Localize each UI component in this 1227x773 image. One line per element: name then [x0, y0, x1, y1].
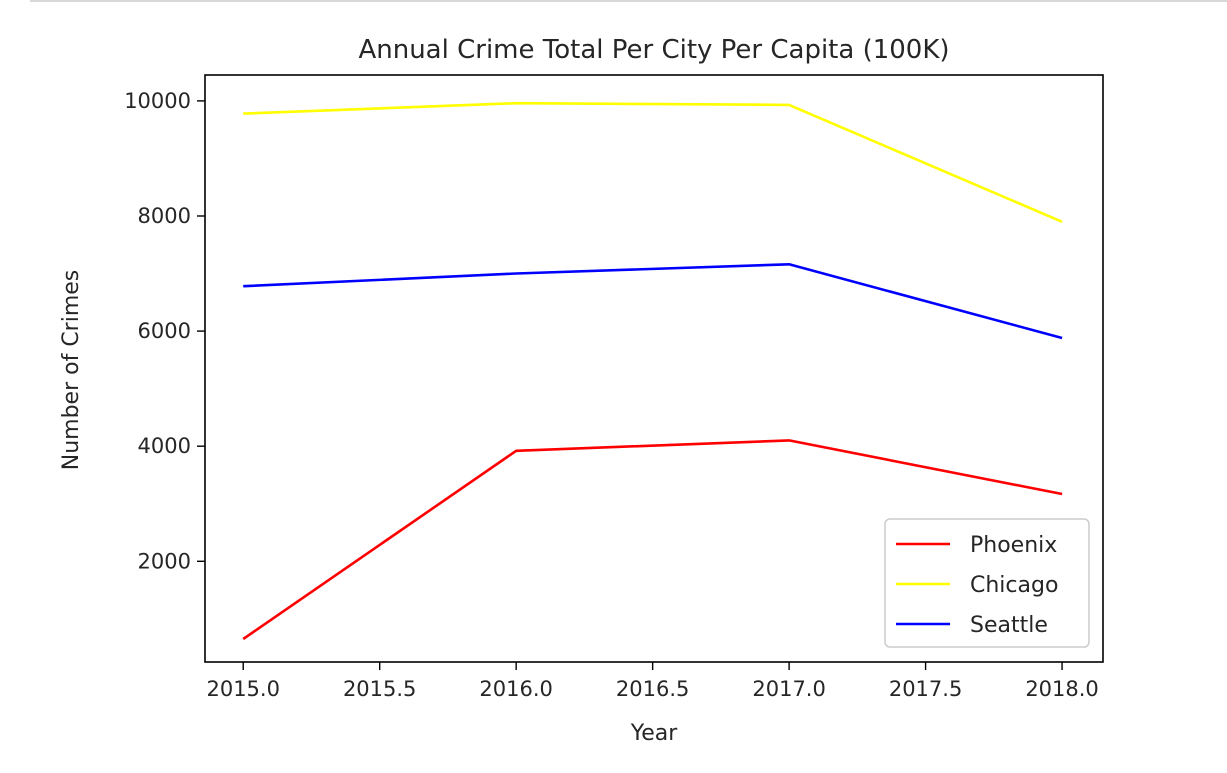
plot-frame	[204, 74, 1104, 663]
legend-label-phoenix: Phoenix	[970, 533, 1057, 558]
y-axis-ticks: 2000 4000 6000 8000 10000	[124, 89, 205, 573]
series-line-chicago	[243, 101, 1063, 223]
y-tick-label: 2000	[138, 549, 191, 573]
legend-box	[884, 518, 1090, 648]
x-tick-label: 2017.5	[889, 677, 962, 701]
x-tick-label: 2015.0	[206, 677, 279, 701]
x-tick-label: 2018.0	[1025, 677, 1098, 701]
series-layer	[242, 101, 1063, 641]
legend-label-seattle: Seattle	[970, 613, 1048, 638]
x-tick-label: 2016.0	[479, 677, 552, 701]
chart-title: Annual Crime Total Per City Per Capita (…	[358, 35, 949, 65]
y-tick-label: 4000	[138, 434, 191, 458]
legend: Phoenix Chicago Seattle	[884, 518, 1090, 648]
x-tick-label: 2016.5	[616, 677, 689, 701]
x-axis-ticks: 2015.0 2015.5 2016.0 2016.5 2017.0 2017.5 2018…	[206, 662, 1099, 701]
y-tick-label: 8000	[138, 204, 191, 228]
x-tick-label: 2017.0	[752, 677, 825, 701]
y-axis-label: Number of Crimes	[59, 270, 84, 471]
y-tick-label: 10000	[124, 89, 191, 113]
y-tick-label: 6000	[138, 319, 191, 343]
x-axis-label: Year	[630, 721, 679, 746]
series-line-seattle	[243, 262, 1063, 340]
x-tick-label: 2015.5	[343, 677, 416, 701]
legend-label-chicago: Chicago	[970, 573, 1058, 598]
series-line-phoenix	[242, 439, 1063, 641]
